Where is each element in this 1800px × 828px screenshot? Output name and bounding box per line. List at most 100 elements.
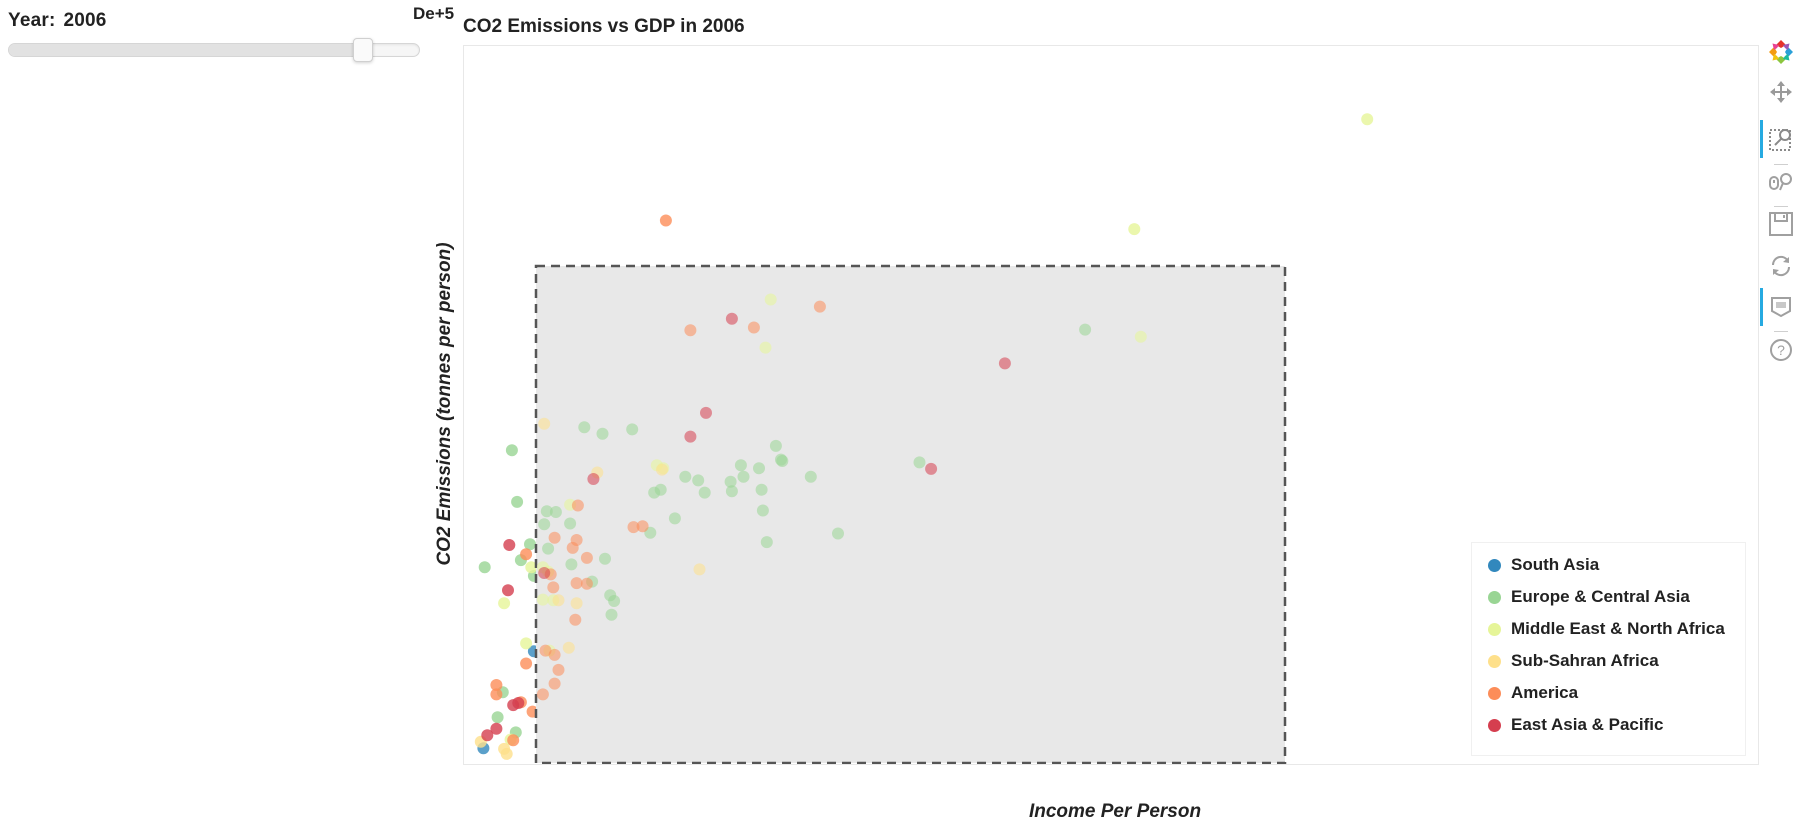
data-point-overlay	[656, 463, 668, 476]
data-point[interactable]	[490, 679, 503, 691]
data-point[interactable]	[659, 214, 672, 227]
data-point-overlay	[604, 589, 617, 602]
data-point-overlay	[764, 293, 777, 306]
data-point-overlay	[692, 474, 705, 487]
data-point[interactable]	[520, 548, 533, 561]
data-point-overlay	[1079, 323, 1092, 336]
data-point-overlay	[684, 324, 697, 337]
legend: South Asia Europe & Central Asia Middle Ea…	[1471, 542, 1746, 756]
data-point[interactable]	[520, 637, 533, 650]
data-point[interactable]	[507, 734, 520, 747]
data-point-overlay	[725, 485, 738, 498]
data-point-overlay	[539, 644, 552, 657]
plot-area[interactable]: South Asia Europe & Central Asia Middle Ea…	[463, 45, 1759, 765]
legend-color-dot-icon	[1488, 622, 1501, 636]
year-slider-handle[interactable]	[353, 38, 373, 62]
data-point-overlay	[571, 499, 584, 512]
year-slider-widget: Year: 2006	[8, 10, 420, 62]
data-point-overlay	[684, 430, 697, 443]
data-point-overlay	[587, 473, 600, 485]
toolbar-separator	[1774, 331, 1788, 332]
legend-item-label: South Asia	[1511, 555, 1600, 574]
data-point-overlay	[734, 459, 747, 472]
legend-item[interactable]: America	[1488, 681, 1578, 705]
data-point-overlay	[925, 462, 938, 475]
scatter-canvas[interactable]	[464, 46, 1758, 764]
data-point[interactable]	[490, 722, 503, 735]
legend-item[interactable]: Middle East & North Africa	[1488, 617, 1725, 641]
legend-item-label: Middle East & North Africa	[1511, 619, 1725, 638]
svg-text:?: ?	[1777, 342, 1785, 358]
data-point-overlay	[913, 456, 926, 469]
data-point-overlay	[759, 341, 772, 354]
legend-item-label: East Asia & Pacific	[1511, 715, 1664, 734]
data-point[interactable]	[524, 538, 536, 551]
data-point[interactable]	[1128, 223, 1141, 236]
legend-item-label: Europe & Central Asia	[1511, 587, 1690, 606]
data-point-overlay	[737, 470, 750, 483]
help-tool-icon[interactable]: ?	[1767, 336, 1795, 364]
data-point-overlay	[1134, 330, 1147, 343]
year-slider-track[interactable]	[8, 38, 420, 62]
box-zoom-active-indicator	[1760, 120, 1763, 158]
data-point[interactable]	[481, 729, 494, 742]
legend-color-dot-icon	[1488, 686, 1501, 700]
box-zoom-tool-icon[interactable]	[1767, 125, 1795, 153]
data-point-overlay	[580, 577, 593, 590]
data-point-overlay	[547, 581, 560, 594]
data-point[interactable]	[502, 584, 514, 597]
data-point-overlay	[753, 462, 765, 475]
data-point-overlay	[700, 406, 712, 419]
data-point-overlay	[569, 613, 582, 626]
data-point-overlay	[565, 558, 578, 571]
legend-item[interactable]: South Asia	[1488, 553, 1599, 577]
legend-item[interactable]: Europe & Central Asia	[1488, 585, 1690, 609]
data-point-overlay	[636, 520, 649, 533]
data-point[interactable]	[491, 711, 504, 724]
data-point[interactable]	[478, 561, 491, 574]
year-slider-fill	[9, 44, 362, 56]
data-point-overlay	[756, 504, 769, 517]
year-slider-value: 2006	[63, 10, 107, 31]
data-point-overlay	[536, 688, 549, 701]
data-point-overlay	[605, 608, 618, 621]
data-point-overlay	[548, 677, 561, 690]
data-point[interactable]	[520, 657, 533, 670]
save-tool-icon[interactable]	[1767, 210, 1795, 238]
data-point-overlay	[998, 357, 1011, 370]
data-point[interactable]	[1361, 113, 1374, 126]
wheel-zoom-tool-icon[interactable]	[1767, 168, 1795, 196]
data-point-overlay	[542, 542, 555, 555]
plot-toolbar: ?	[1760, 38, 1800, 378]
data-point[interactable]	[490, 688, 503, 701]
data-point[interactable]	[512, 697, 525, 709]
data-point[interactable]	[498, 597, 511, 610]
data-point-overlay	[654, 483, 667, 496]
data-point-overlay	[548, 531, 561, 544]
data-point-overlay	[679, 470, 692, 483]
year-slider-label: Year:	[8, 10, 56, 31]
x-axis-label: Income Per Person	[1028, 801, 1202, 822]
data-point[interactable]	[511, 495, 524, 508]
legend-item-label: Sub-Sahran Africa	[1511, 651, 1659, 670]
data-point-overlay	[540, 505, 553, 518]
legend-item[interactable]: East Asia & Pacific	[1488, 713, 1663, 737]
data-point[interactable]	[503, 539, 516, 551]
reset-tool-icon[interactable]	[1767, 252, 1795, 280]
data-point-overlay	[580, 551, 593, 564]
legend-color-dot-icon	[1488, 654, 1501, 668]
bokeh-logo-icon[interactable]	[1767, 38, 1795, 66]
data-point[interactable]	[525, 561, 538, 574]
pan-tool-icon[interactable]	[1767, 78, 1795, 106]
data-point-overlay	[755, 483, 768, 496]
legend-color-dot-icon	[1488, 558, 1501, 572]
data-point-overlay	[813, 300, 826, 313]
chart-title: CO2 Emissions vs GDP in 2006	[463, 16, 745, 37]
data-point-overlay	[769, 439, 782, 452]
data-point[interactable]	[500, 747, 513, 760]
legend-item[interactable]: Sub-Sahran Africa	[1488, 649, 1659, 673]
hover-tool-icon[interactable]	[1767, 293, 1795, 321]
data-point[interactable]	[505, 444, 518, 457]
data-point-overlay	[760, 536, 773, 549]
data-point-overlay	[552, 594, 565, 607]
